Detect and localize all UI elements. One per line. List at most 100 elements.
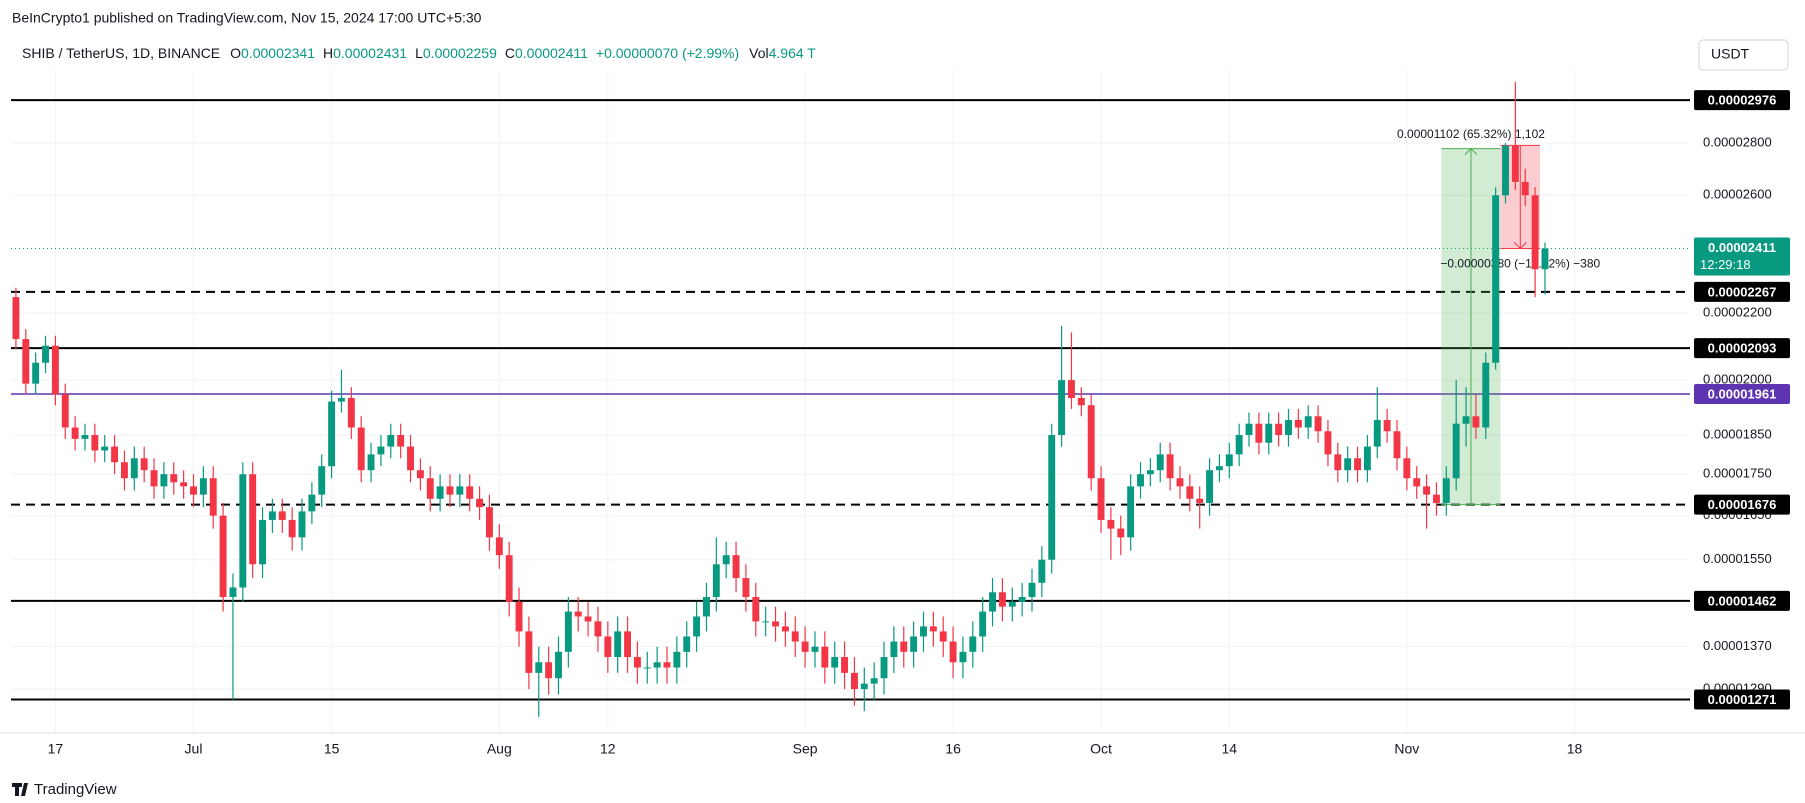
level-label-box — [1694, 494, 1790, 515]
candle-body — [1275, 423, 1283, 436]
candle-body — [939, 631, 947, 642]
publisher: BeInCrypto1 published on TradingView.com… — [12, 10, 482, 26]
level-label: 0.00002267 — [1708, 284, 1777, 299]
candle-body — [1087, 405, 1095, 479]
currency-button[interactable]: USDT — [1698, 39, 1789, 71]
candle-body — [229, 587, 237, 598]
candle-body — [249, 474, 257, 565]
candle-body — [1215, 466, 1223, 471]
candle-body — [841, 657, 849, 673]
brand: TradingView — [12, 781, 117, 798]
candle-body — [1107, 519, 1115, 529]
candle-body — [180, 482, 188, 487]
level-label-box — [1694, 90, 1790, 111]
candle-body — [1206, 470, 1214, 503]
candle-body — [1462, 416, 1470, 424]
candle-body — [1521, 181, 1529, 196]
x-tick-label: Oct — [1090, 741, 1112, 757]
candle-body — [466, 486, 474, 499]
candle-body — [673, 651, 681, 668]
candle-body — [850, 672, 858, 690]
candle-body — [1403, 458, 1411, 479]
candle-body — [485, 507, 493, 538]
candle-body — [1018, 597, 1026, 602]
x-tick-label: Sep — [793, 741, 818, 757]
candle-body — [81, 435, 89, 439]
candle-body — [318, 466, 326, 495]
candle-body — [111, 446, 119, 463]
last-price-box — [1694, 237, 1790, 276]
y-tick-label: 0.00002600 — [1703, 187, 1772, 202]
level-label: 0.00001676 — [1708, 497, 1777, 512]
candle-body — [1196, 498, 1204, 503]
countdown: 12:29:18 — [1700, 257, 1751, 272]
candle-body — [416, 470, 424, 479]
candle-body — [791, 631, 799, 642]
candle-body — [860, 683, 868, 690]
candle-body — [643, 667, 651, 669]
last-price-label: 0.00002411 — [1708, 240, 1776, 255]
level-label-box — [1694, 338, 1790, 359]
currency[interactable]: USDT — [1711, 46, 1750, 62]
candle-body — [1028, 582, 1036, 598]
high-value: 0.00002431 — [333, 45, 407, 61]
candle-body — [160, 474, 168, 487]
candle-body — [772, 621, 779, 627]
y-tick-label: 0.00001550 — [1703, 551, 1772, 566]
measure-arrow-head — [1513, 242, 1527, 250]
candle-body — [969, 636, 977, 652]
level-label-box — [1694, 281, 1790, 302]
candle-body — [387, 435, 395, 447]
level-label-box — [1694, 590, 1790, 611]
candle-body — [870, 678, 878, 684]
candle-body — [61, 394, 69, 428]
x-tick-label: 16 — [945, 741, 961, 757]
candle-body — [239, 474, 247, 588]
candle-body — [1146, 470, 1154, 475]
candle-body — [811, 646, 819, 652]
candle-body — [998, 592, 1006, 607]
candle-body — [1492, 195, 1500, 363]
symbol-line: SHIB / TetherUS, 1D, BINANCE O0.00002341 H… — [22, 45, 816, 61]
candle-body — [407, 446, 414, 471]
level-label-box — [1694, 689, 1790, 710]
x-tick-label: 14 — [1222, 741, 1238, 757]
candle-body — [209, 478, 217, 516]
brand-logo — [12, 783, 28, 796]
brand-name: TradingView — [34, 781, 117, 798]
candle-body — [732, 555, 740, 579]
candle-body — [308, 494, 316, 512]
candle-body — [929, 626, 937, 632]
candle-body — [1363, 446, 1371, 471]
candle-body — [989, 592, 996, 612]
candle-body — [259, 519, 267, 565]
candle-body — [624, 631, 631, 658]
candle-body — [920, 626, 927, 637]
candle-body — [140, 458, 148, 471]
candle-body — [1156, 454, 1164, 471]
candle-body — [949, 641, 957, 663]
currency-box[interactable] — [1698, 39, 1789, 71]
candle-body — [1186, 486, 1194, 499]
candle-body — [525, 631, 533, 673]
low-label: L — [415, 45, 423, 61]
candle-body — [1285, 419, 1292, 436]
candle-body — [446, 486, 454, 495]
candle-body — [199, 478, 207, 495]
candle-body — [219, 515, 227, 598]
candle-body — [683, 636, 691, 652]
candle-body — [91, 435, 99, 451]
candle-body — [1531, 195, 1539, 270]
x-tick-label: 15 — [324, 741, 340, 757]
candle-body — [693, 616, 701, 637]
volume: 4.964 T — [769, 45, 817, 61]
y-tick-label: 0.00001850 — [1703, 426, 1772, 441]
candle-body — [1432, 494, 1440, 503]
candle-body — [1502, 145, 1509, 196]
candle-body — [1393, 431, 1401, 459]
candle-body — [505, 555, 513, 602]
measure-arrow-head — [1464, 147, 1478, 155]
candle-body — [42, 345, 49, 363]
candle-body — [821, 646, 829, 668]
